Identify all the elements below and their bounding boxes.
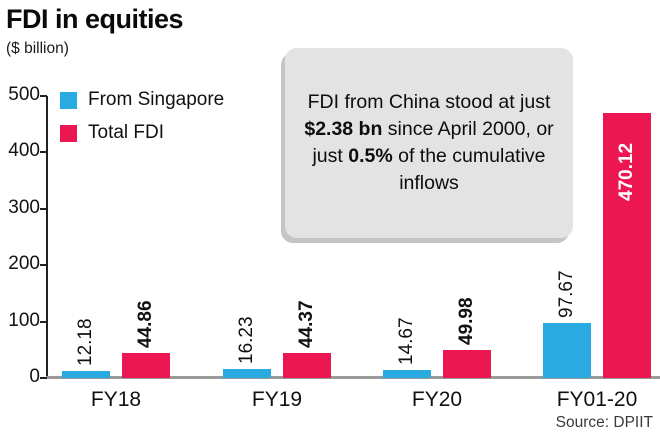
chart-unit-label: ($ billion): [6, 40, 69, 57]
bar-total-fdi-fy18: [122, 353, 170, 378]
bar-singapore-fy20: [383, 370, 431, 378]
value-label-total-fdi-fy18: 44.86: [135, 300, 156, 348]
annotation-segment: since April 2000, or just: [312, 118, 554, 167]
x-axis-label-fy01-20: FY01-20: [556, 388, 638, 411]
annotation-highlight-percent: 0.5%: [348, 145, 393, 167]
legend-item-from-singapore: From Singapore: [60, 89, 224, 111]
value-label-singapore-fy19: 16.23: [236, 316, 257, 364]
y-axis-tick-label-400: 400: [8, 140, 40, 162]
value-label-singapore-fy01-20: 97.67: [556, 270, 577, 318]
y-axis-line: [46, 96, 48, 378]
bar-total-fdi-fy01-20: [603, 113, 651, 378]
legend-label-from-singapore: From Singapore: [88, 89, 225, 110]
y-axis-tick-label-100: 100: [8, 309, 40, 331]
bar-singapore-fy19: [223, 369, 271, 378]
annotation-highlight-amount: $2.38 bn: [304, 118, 383, 141]
y-axis-tick-mark: [40, 151, 47, 154]
annotation-callout-box: FDI from China stood at just $2.38 bn si…: [285, 48, 573, 238]
value-label-total-fdi-fy20: 49.98: [456, 297, 477, 345]
legend-swatch-red-icon: [60, 124, 77, 142]
y-axis-tick-label-300: 300: [8, 196, 40, 218]
value-label-total-fdi-fy01-20: 470.12: [616, 142, 637, 201]
y-axis-tick-label-500: 500: [8, 84, 40, 105]
value-label-total-fdi-fy19: 44.37: [296, 300, 317, 348]
x-axis-label-fy18: FY18: [90, 388, 142, 411]
y-axis-tick-label-0: 0: [29, 366, 40, 387]
value-label-singapore-fy20: 14.67: [396, 317, 417, 365]
y-axis-tick-mark: [40, 95, 47, 97]
annotation-segment: of the cumulative inflows: [392, 145, 546, 194]
x-axis-label-fy20: FY20: [411, 388, 463, 411]
x-axis-label-fy19: FY19: [251, 388, 303, 411]
chart-title: FDI in equities: [6, 4, 184, 34]
x-axis-baseline: [46, 376, 660, 379]
y-axis-tick-mark: [40, 377, 47, 379]
bar-total-fdi-fy20: [443, 350, 491, 378]
source-credit: Source: DPIIT: [555, 414, 653, 431]
bar-singapore-fy18: [62, 371, 110, 378]
annotation-text: FDI from China stood at just $2.38 bn si…: [298, 89, 560, 197]
chart-header: FDI in equities ($ billion): [6, 4, 184, 58]
legend-label-total-fdi: Total FDI: [88, 122, 165, 143]
y-axis-tick-mark: [40, 264, 47, 267]
chart-legend: From Singapore Total FDI: [60, 89, 224, 155]
bar-total-fdi-fy19: [283, 353, 331, 378]
legend-item-total-fdi: Total FDI: [60, 122, 224, 144]
value-label-singapore-fy18: 12.18: [75, 318, 96, 366]
annotation-segment: FDI from China stood at just: [307, 91, 551, 114]
y-axis-tick-label-200: 200: [8, 253, 40, 275]
bar-singapore-fy01-20: [543, 323, 591, 378]
y-axis-tick-mark: [40, 207, 47, 210]
legend-swatch-blue-icon: [60, 91, 77, 109]
y-axis-tick-mark: [40, 320, 47, 323]
